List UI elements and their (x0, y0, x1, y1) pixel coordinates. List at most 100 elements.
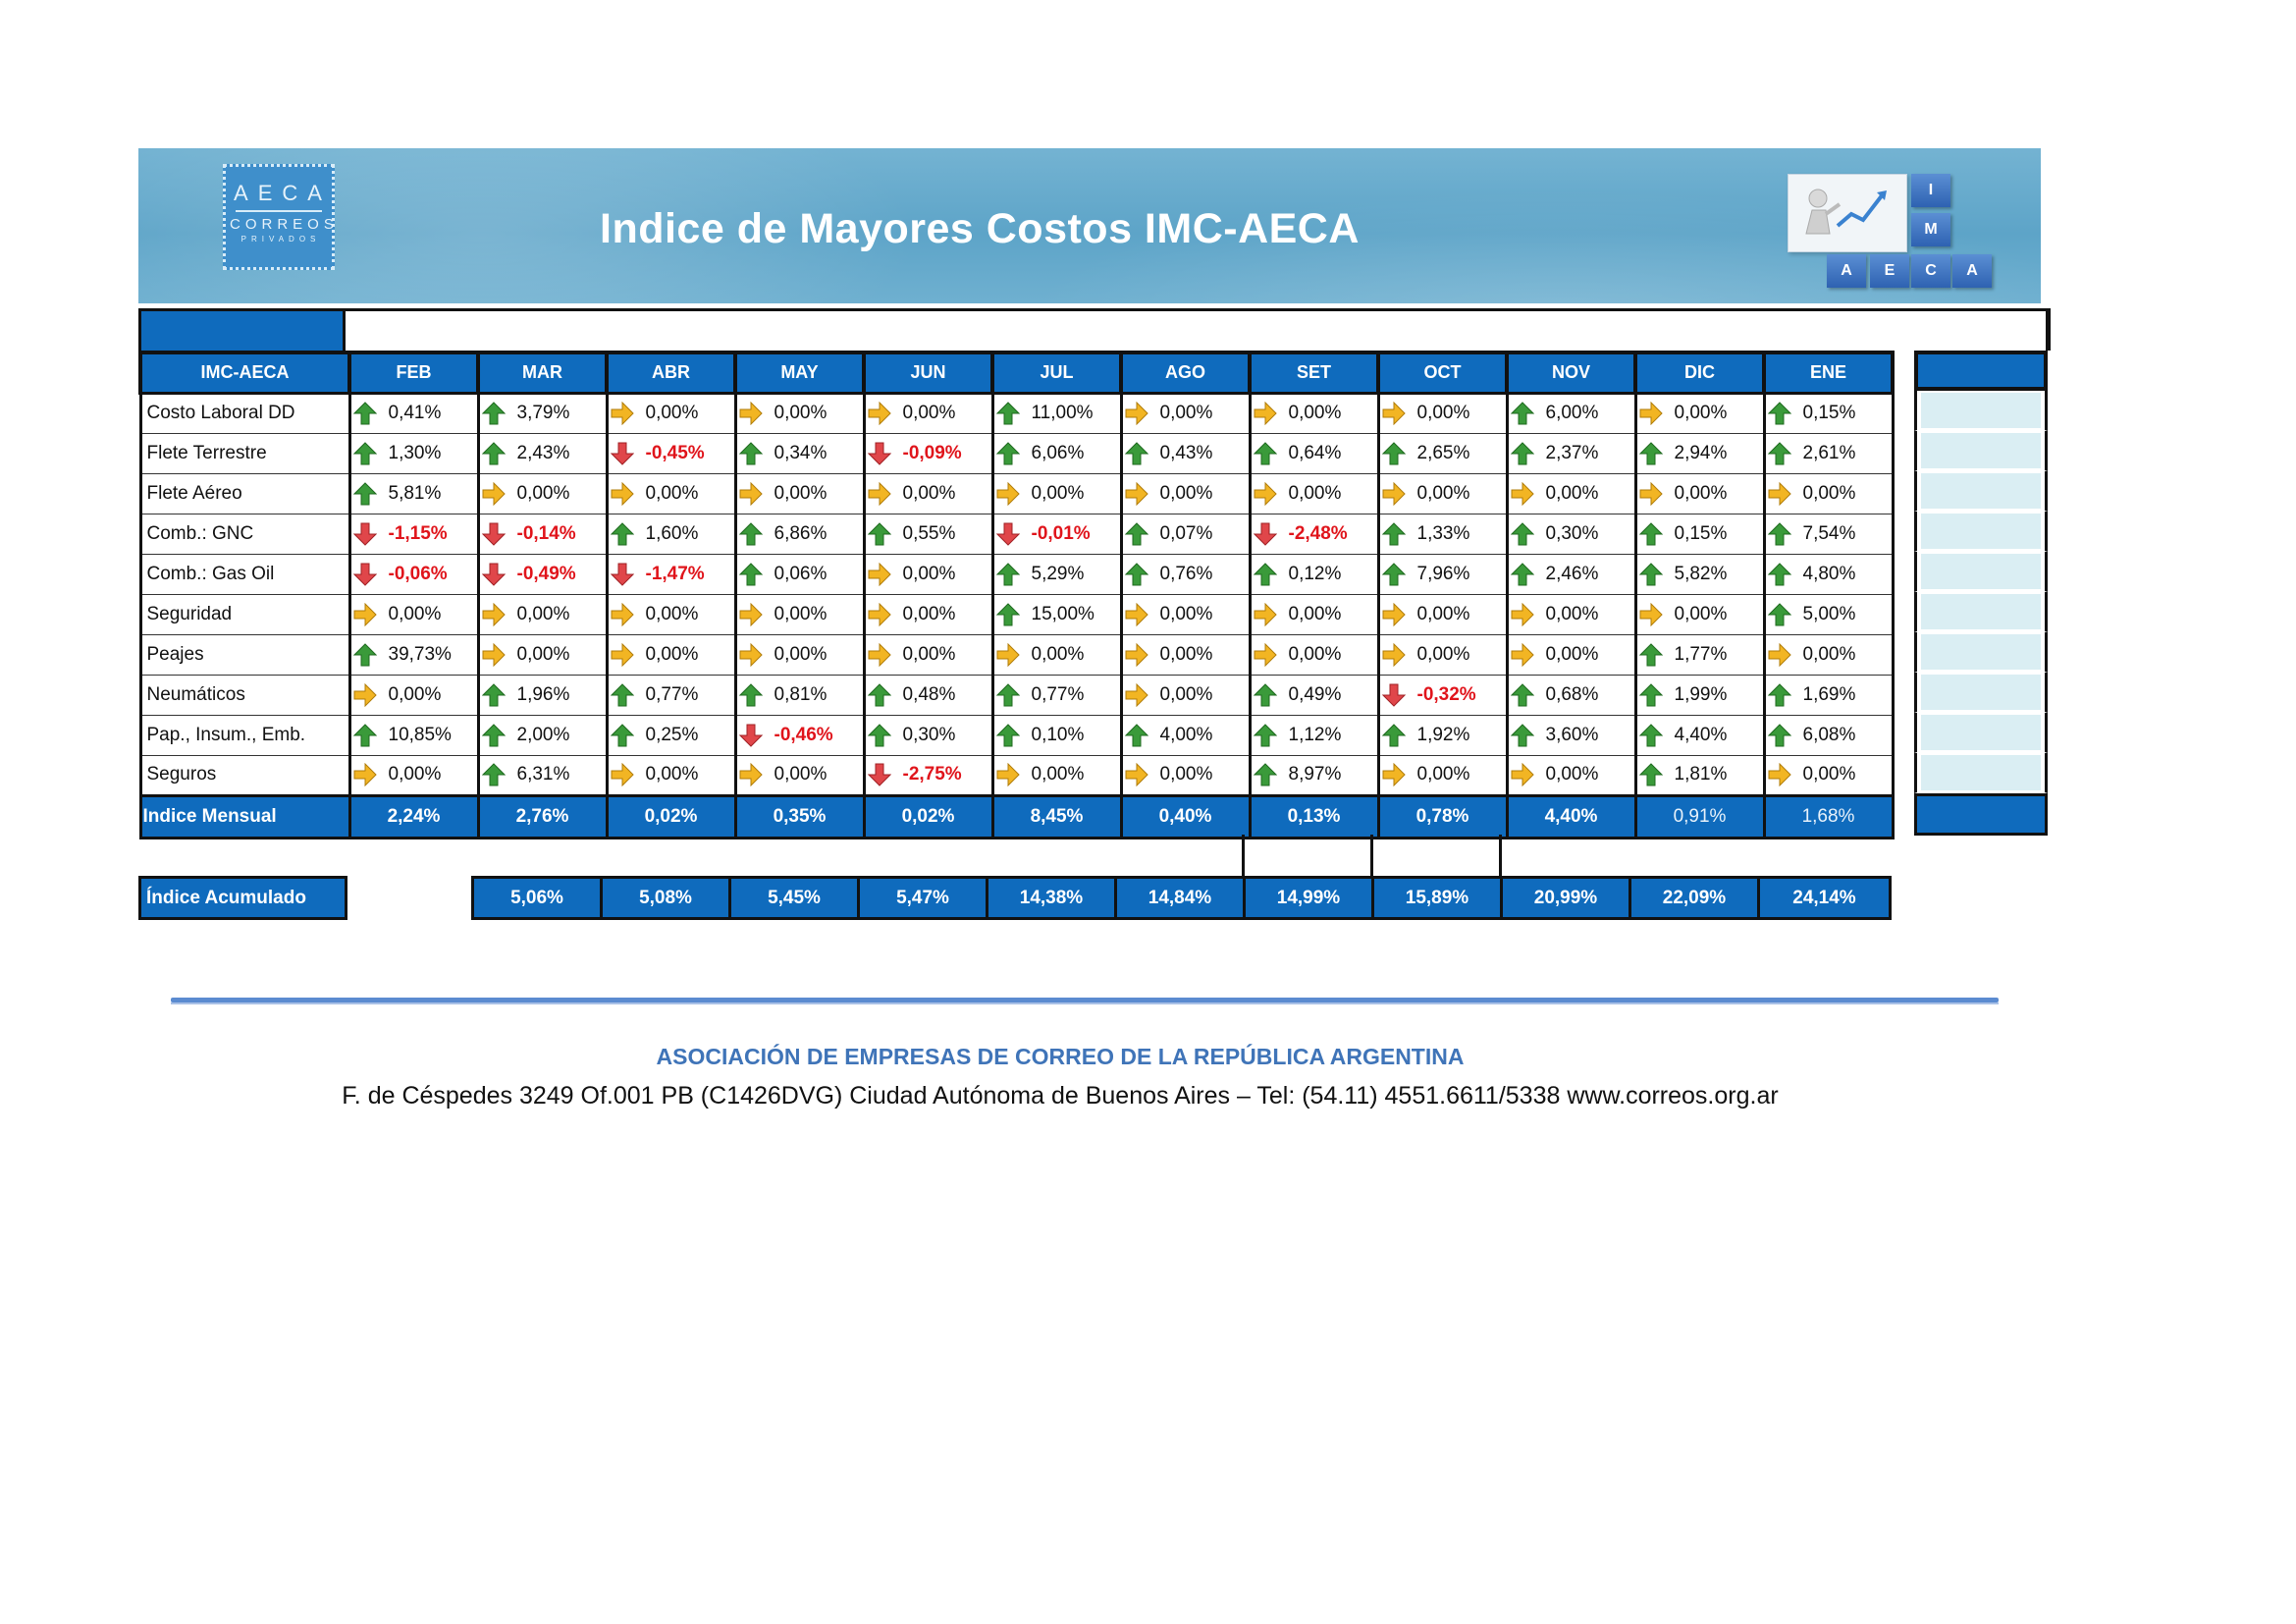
percent-value: 0,12% (1288, 563, 1342, 584)
separator (1370, 835, 1373, 876)
arrow-up-icon (1767, 402, 1791, 425)
percent-value: 0,00% (645, 403, 699, 423)
value-cell: 1,77% (1633, 634, 1766, 676)
month-header: ENE (1762, 351, 1895, 395)
arrow-up-icon (610, 521, 634, 546)
arrow-right-icon (739, 762, 763, 787)
value-cell: 0,00% (1505, 594, 1637, 635)
percent-value: 0,00% (516, 603, 570, 624)
row-label: Neumáticos (138, 675, 351, 716)
value-cell: 0,64% (1248, 433, 1380, 474)
percent-value: -1,15% (388, 522, 448, 544)
percent-value: 0,00% (388, 764, 442, 785)
arrow-up-icon (1510, 521, 1534, 546)
arrow-right-icon (996, 642, 1020, 667)
arrow-up-icon (481, 763, 506, 786)
percent-value: 0,00% (1159, 683, 1213, 705)
value-cell: 0,15% (1762, 393, 1895, 434)
percent-value: 8,97% (1288, 764, 1342, 785)
arrow-up-icon (1253, 763, 1277, 786)
extra-column-cell (1914, 552, 2048, 592)
table-row: Costo Laboral DD 0,41% 3,79% 0,00% 0,00% 0,00… (138, 393, 1895, 434)
percent-value: 0,00% (645, 643, 699, 665)
value-cell: 0,00% (862, 634, 994, 676)
value-cell: 0,00% (1248, 594, 1380, 635)
percent-value: -0,49% (516, 563, 576, 584)
arrow-up-icon (1638, 642, 1663, 667)
arrow-right-icon (1382, 602, 1406, 626)
percent-value: 0,00% (1545, 643, 1599, 665)
percent-value: 0,00% (645, 603, 699, 624)
arrow-right-icon (1125, 682, 1148, 707)
arrow-up-icon (1638, 682, 1663, 707)
arrow-up-icon (1767, 602, 1791, 626)
value-cell: 0,00% (1119, 675, 1252, 716)
value-cell: 2,46% (1505, 554, 1637, 595)
arrow-right-icon (1768, 481, 1791, 506)
arrow-up-icon (1253, 441, 1277, 465)
arrow-up-icon (481, 402, 506, 425)
value-cell: 0,00% (347, 755, 480, 796)
value-cell: 0,00% (1376, 473, 1509, 514)
percent-value: 0,00% (1416, 403, 1470, 423)
value-cell: 0,00% (1762, 755, 1895, 796)
value-cell: 8,97% (1248, 755, 1380, 796)
arrow-down-icon (867, 442, 891, 465)
percent-value: 0,81% (774, 683, 828, 705)
table-row: Pap., Insum., Emb. 10,85% 2,00% 0,25% -0,46%… (138, 715, 1895, 756)
value-cell: 0,00% (862, 393, 994, 434)
value-cell: 0,00% (1248, 634, 1380, 676)
value-cell: 0,00% (1633, 473, 1766, 514)
arrow-right-icon (611, 401, 634, 426)
percent-value: 10,85% (388, 724, 452, 745)
value-cell: 0,00% (347, 675, 480, 716)
value-cell: -0,49% (476, 554, 609, 595)
percent-value: 0,76% (1159, 563, 1213, 584)
arrow-right-icon (611, 642, 634, 667)
arrow-down-icon (610, 563, 634, 586)
value-cell: 0,00% (862, 554, 994, 595)
value-cell: 6,00% (1505, 393, 1637, 434)
value-cell: 1,69% (1762, 675, 1895, 716)
table-row: Comb.: Gas Oil -0,06% -0,49% -1,47% 0,06% 0,0… (138, 554, 1895, 595)
value-cell: 1,60% (605, 514, 737, 555)
percent-value: 0,00% (1802, 764, 1856, 785)
logo-text-aeca: AECA (234, 181, 332, 205)
arrow-up-icon (1124, 562, 1148, 586)
arrow-right-icon (1511, 762, 1534, 787)
percent-value: 11,00% (1031, 403, 1094, 423)
percent-value: 2,00% (516, 724, 570, 745)
percent-value: 0,00% (1674, 403, 1728, 423)
value-cell: 0,10% (990, 715, 1123, 756)
arrow-up-icon (995, 723, 1020, 747)
arrow-up-icon (1381, 521, 1406, 546)
percent-value: 0,00% (516, 643, 570, 665)
value-cell: 4,40% (1633, 715, 1766, 756)
arrow-right-icon (1254, 602, 1277, 626)
value-cell: 0,00% (1248, 473, 1380, 514)
arrow-up-icon (610, 723, 634, 747)
arrow-down-icon (867, 763, 891, 786)
arrow-up-icon (867, 521, 891, 546)
value-cell: 2,37% (1505, 433, 1637, 474)
monthly-index-value: 0,40% (1119, 793, 1252, 839)
arrow-up-icon (1638, 441, 1663, 465)
percent-value: 39,73% (388, 643, 452, 665)
arrow-up-icon (1253, 682, 1277, 707)
percent-value: -0,06% (388, 563, 448, 584)
arrow-right-icon (868, 602, 891, 626)
imc-table: IMC-AECA FEB MAR ABR MAY JUN JUL AGO SET… (138, 351, 1895, 839)
percent-value: 1,81% (1674, 764, 1728, 785)
accumulated-index-row: 5,06% 5,08% 5,45% 5,47% 14,38% 14,84% 14… (471, 876, 1892, 920)
row-label: Seguros (138, 755, 351, 796)
percent-value: 0,00% (388, 683, 442, 705)
row-label: Comb.: Gas Oil (138, 554, 351, 595)
arrow-up-icon (1381, 441, 1406, 465)
arrow-right-icon (739, 602, 763, 626)
value-cell: 3,60% (1505, 715, 1637, 756)
value-cell: 6,06% (990, 433, 1123, 474)
value-cell: 1,12% (1248, 715, 1380, 756)
value-cell: 0,00% (476, 594, 609, 635)
row-label: Costo Laboral DD (138, 393, 351, 434)
arrow-up-icon (481, 441, 506, 465)
